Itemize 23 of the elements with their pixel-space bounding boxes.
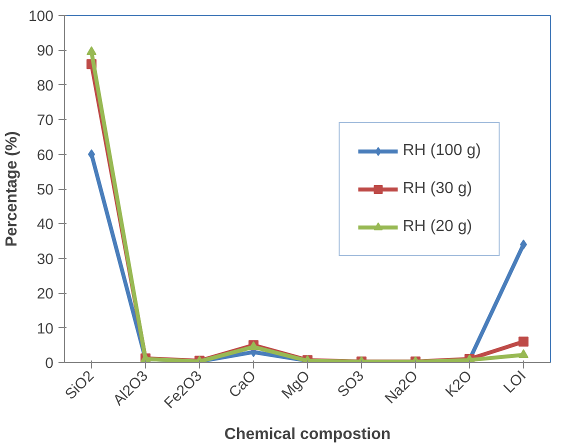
y-tick-label: 90	[36, 42, 54, 60]
y-tick-label: 30	[36, 250, 54, 268]
y-tick-label: 50	[36, 182, 54, 198]
x-tick-label: CaO	[226, 367, 260, 402]
x-tick-label: SO3	[334, 367, 368, 401]
y-tick-label: 80	[36, 77, 54, 94]
y-axis-title: Percentage (%)	[3, 131, 20, 247]
legend-label: RH (100 g)	[402, 142, 481, 160]
y-tick-label: 20	[36, 286, 54, 303]
x-tick-label: LOI	[500, 367, 530, 397]
x-tick-label: K2O	[442, 367, 476, 401]
y-tick-label: 60	[36, 146, 54, 164]
y-tick-label: 40	[36, 216, 54, 234]
y-tick-label: 10	[36, 320, 54, 338]
x-axis-title: Chemical compostion	[224, 426, 391, 443]
y-tick-label: 100	[28, 8, 54, 25]
point	[86, 46, 96, 56]
y-tick-label: 0	[45, 355, 54, 372]
y-tick-label: 70	[36, 112, 54, 130]
point	[518, 336, 528, 347]
point	[518, 349, 528, 358]
legend-label: RH (20 g)	[402, 218, 472, 236]
legend-label: RH (30 g)	[402, 180, 472, 198]
